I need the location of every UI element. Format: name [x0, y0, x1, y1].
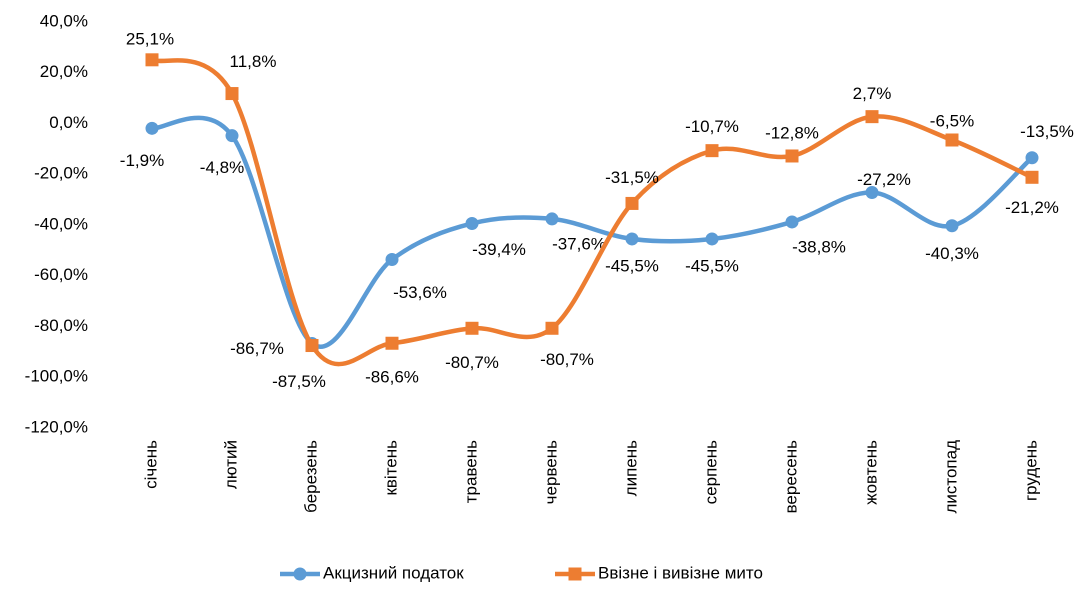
legend-marker [568, 567, 582, 581]
marker [545, 212, 559, 226]
marker [1025, 151, 1039, 165]
marker [385, 253, 399, 267]
data-label: -53,6% [393, 283, 447, 302]
data-label: -12,8% [765, 123, 819, 142]
marker [625, 196, 639, 210]
y-tick-label: -80,0% [34, 316, 88, 335]
x-tick-label: червень [541, 440, 560, 504]
y-tick-label: -60,0% [34, 265, 88, 284]
x-tick-label: грудень [1021, 440, 1040, 501]
x-tick-label: серпень [701, 440, 720, 504]
y-tick-label: 0,0% [49, 113, 88, 132]
marker [465, 321, 479, 335]
x-tick-label: травень [461, 440, 480, 503]
data-label: -45,5% [685, 256, 739, 275]
x-tick-label: березень [301, 440, 320, 513]
marker [385, 336, 399, 350]
data-label: -80,7% [445, 353, 499, 372]
data-label: -40,3% [925, 244, 979, 263]
x-tick-label: липень [621, 440, 640, 496]
data-label: 25,1% [126, 29, 174, 48]
marker [865, 110, 879, 124]
data-label: -86,7% [230, 339, 284, 358]
data-label: -13,5% [1020, 122, 1074, 141]
marker [785, 215, 799, 229]
data-label: -37,6% [552, 234, 606, 253]
marker [145, 121, 159, 135]
legend-label: Акцизний податок [323, 563, 464, 582]
y-tick-label: -40,0% [34, 214, 88, 233]
data-label: -31,5% [605, 168, 659, 187]
legend-marker [293, 567, 307, 581]
marker [785, 149, 799, 163]
marker [945, 219, 959, 233]
data-label: -21,2% [1005, 198, 1059, 217]
x-tick-label: лютий [221, 440, 240, 489]
marker [705, 144, 719, 158]
marker [225, 129, 239, 143]
y-tick-label: -20,0% [34, 164, 88, 183]
series-line [151, 57, 1033, 367]
data-label: -6,5% [930, 111, 974, 130]
data-label: -39,4% [472, 240, 526, 259]
marker [305, 339, 319, 353]
data-label: -87,5% [272, 372, 326, 391]
data-label: -4,8% [200, 158, 244, 177]
x-tick-label: квітень [381, 440, 400, 496]
data-label: -80,7% [540, 350, 594, 369]
data-label: 2,7% [853, 84, 892, 103]
marker [145, 53, 159, 67]
marker [945, 133, 959, 147]
y-tick-label: 40,0% [40, 11, 88, 30]
marker [1025, 170, 1039, 184]
x-tick-label: січень [141, 440, 160, 489]
series-line [151, 115, 1034, 349]
marker [705, 232, 719, 246]
y-tick-label: -120,0% [25, 417, 88, 436]
data-label: -1,9% [120, 151, 164, 170]
marker [465, 216, 479, 230]
data-label: -10,7% [685, 117, 739, 136]
data-label: 11,8% [230, 52, 277, 71]
x-tick-label: вересень [781, 440, 800, 514]
marker [625, 232, 639, 246]
legend-label: Ввізне і вивізне мито [598, 563, 763, 582]
marker [865, 186, 879, 200]
data-label: -86,6% [365, 368, 419, 387]
data-label: -45,5% [605, 256, 659, 275]
y-tick-label: 20,0% [40, 62, 88, 81]
y-tick-label: -100,0% [25, 367, 88, 386]
x-tick-label: жовтень [861, 440, 880, 505]
marker [225, 87, 239, 101]
data-label: -38,8% [792, 237, 846, 256]
marker [545, 321, 559, 335]
data-label: -27,2% [857, 170, 911, 189]
x-tick-label: листопад [941, 440, 960, 514]
